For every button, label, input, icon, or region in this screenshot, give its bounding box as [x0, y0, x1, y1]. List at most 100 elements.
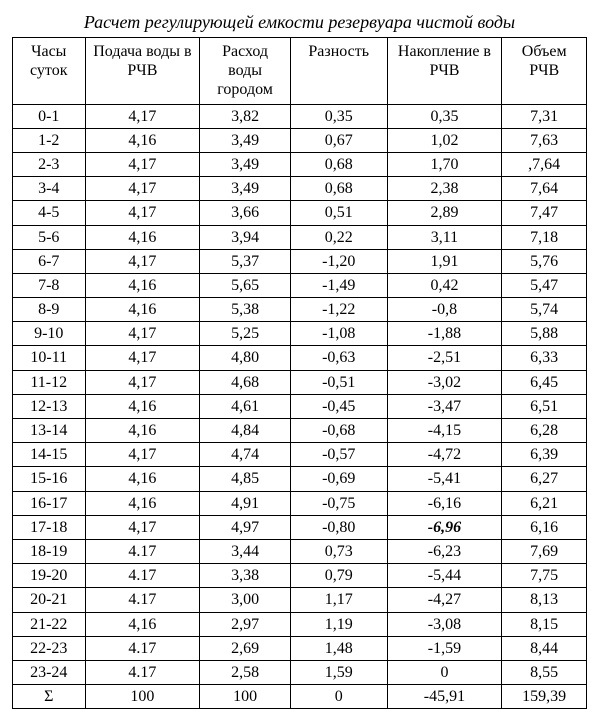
table-row: 5-64,163,940,223,117,18: [13, 225, 587, 249]
table-row: 21-224,162,971,19-3,088,15: [13, 612, 587, 636]
table-cell: 4,17: [85, 443, 200, 467]
table-row: 1-24,163,490,671,027,63: [13, 128, 587, 152]
table-cell: 5,47: [502, 273, 587, 297]
table-cell: 10-11: [13, 346, 86, 370]
table-row: 0-14,173,820,350,357,31: [13, 104, 587, 128]
table-cell: 4,97: [200, 515, 291, 539]
table-cell: 8,44: [502, 636, 587, 660]
table-cell: 21-22: [13, 612, 86, 636]
table-cell: 5,88: [502, 322, 587, 346]
table-cell: 3,49: [200, 177, 291, 201]
table-row: 3-44,173,490,682,387,64: [13, 177, 587, 201]
table-cell: 1,48: [290, 636, 387, 660]
table-cell: 4,17: [85, 346, 200, 370]
table-cell: 4,17: [85, 515, 200, 539]
table-cell: -0,57: [290, 443, 387, 467]
table-cell: 5-6: [13, 225, 86, 249]
table-cell: 13-14: [13, 419, 86, 443]
table-cell: -5,41: [387, 467, 502, 491]
table-cell: 7,75: [502, 564, 587, 588]
table-cell: 4,17: [85, 152, 200, 176]
table-cell: 6,51: [502, 394, 587, 418]
table-cell: 2-3: [13, 152, 86, 176]
table-cell: 7,69: [502, 539, 587, 563]
table-cell: 4,17: [85, 370, 200, 394]
table-cell: 159,39: [502, 685, 587, 709]
table-cell: -0,45: [290, 394, 387, 418]
table-cell: 1,70: [387, 152, 502, 176]
table-cell: -3,02: [387, 370, 502, 394]
table-cell: 6-7: [13, 249, 86, 273]
table-row: 22-234.172,691,48-1,598,44: [13, 636, 587, 660]
table-cell: -1,49: [290, 273, 387, 297]
table-cell: 5,74: [502, 298, 587, 322]
table-cell: -1,22: [290, 298, 387, 322]
table-cell: 5,25: [200, 322, 291, 346]
table-cell: 7,31: [502, 104, 587, 128]
table-cell: 17-18: [13, 515, 86, 539]
table-cell: 2,69: [200, 636, 291, 660]
table-body: 0-14,173,820,350,357,311-24,163,490,671,…: [13, 104, 587, 709]
table-cell: 6,45: [502, 370, 587, 394]
table-row: 23-244.172,581,5908,55: [13, 660, 587, 684]
table-cell: 2,89: [387, 201, 502, 225]
table-cell: 4,85: [200, 467, 291, 491]
table-cell: 22-23: [13, 636, 86, 660]
table-row: 20-214.173,001,17-4,278,13: [13, 588, 587, 612]
table-row: 18-194.173,440,73-6,237,69: [13, 539, 587, 563]
table-cell: 5,37: [200, 249, 291, 273]
col-consumption: Расход воды городом: [200, 38, 291, 105]
table-cell: 4,16: [85, 467, 200, 491]
table-cell: 4,17: [85, 249, 200, 273]
table-row: 4-54,173,660,512,897,47: [13, 201, 587, 225]
col-difference: Разность: [290, 38, 387, 105]
table-row: 10-114,174,80-0,63-2,516,33: [13, 346, 587, 370]
table-row: 6-74,175,37-1,201,915,76: [13, 249, 587, 273]
table-title: Расчет регулирующей емкости резервуара ч…: [12, 12, 587, 33]
table-cell: 4,80: [200, 346, 291, 370]
table-cell: 3,66: [200, 201, 291, 225]
table-cell: 0,73: [290, 539, 387, 563]
table-cell: ,7,64: [502, 152, 587, 176]
table-cell: 4-5: [13, 201, 86, 225]
col-hours: Часы суток: [13, 38, 86, 105]
table-cell: Σ: [13, 685, 86, 709]
table-cell: 4,16: [85, 225, 200, 249]
table-cell: 23-24: [13, 660, 86, 684]
table-cell: 3,49: [200, 152, 291, 176]
table-cell: -4,15: [387, 419, 502, 443]
table-cell: -1,88: [387, 322, 502, 346]
table-cell: 3,82: [200, 104, 291, 128]
table-cell: -2,51: [387, 346, 502, 370]
table-cell: 8,55: [502, 660, 587, 684]
table-cell: 4,17: [85, 322, 200, 346]
table-cell: 4,17: [85, 201, 200, 225]
table-cell: 6,33: [502, 346, 587, 370]
table-cell: -1,08: [290, 322, 387, 346]
table-cell: 4,16: [85, 298, 200, 322]
table-cell: -0,51: [290, 370, 387, 394]
table-cell: 4,68: [200, 370, 291, 394]
table-cell: 4.17: [85, 539, 200, 563]
table-cell: 1,91: [387, 249, 502, 273]
table-cell: -45,91: [387, 685, 502, 709]
table-cell: 4.17: [85, 636, 200, 660]
table-cell: -1,20: [290, 249, 387, 273]
table-cell: 7,18: [502, 225, 587, 249]
table-row: 11-124,174,68-0,51-3,026,45: [13, 370, 587, 394]
table-row: 2-34,173,490,681,70,7,64: [13, 152, 587, 176]
table-cell: 0: [387, 660, 502, 684]
table-cell: 3,00: [200, 588, 291, 612]
table-cell: -0,8: [387, 298, 502, 322]
table-cell: 4,91: [200, 491, 291, 515]
table-row: 8-94,165,38-1,22-0,85,74: [13, 298, 587, 322]
table-cell: 5,76: [502, 249, 587, 273]
table-cell: 4.17: [85, 660, 200, 684]
table-cell: 3,38: [200, 564, 291, 588]
table-cell: 6,39: [502, 443, 587, 467]
table-cell: 4,17: [85, 177, 200, 201]
table-cell: 6,28: [502, 419, 587, 443]
table-cell: 100: [200, 685, 291, 709]
table-cell: -5,44: [387, 564, 502, 588]
table-cell: 0,68: [290, 152, 387, 176]
